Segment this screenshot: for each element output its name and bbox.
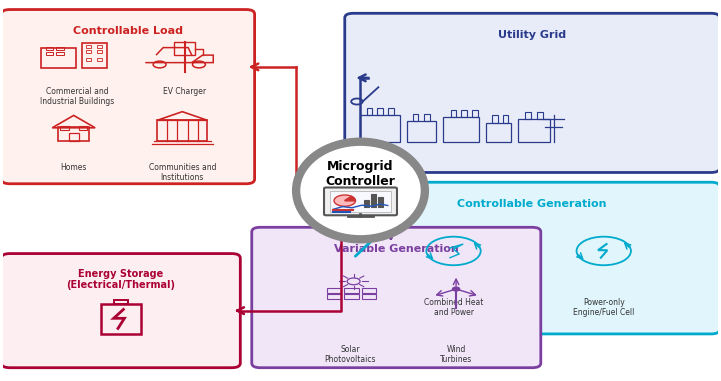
- Bar: [41, 48, 76, 68]
- Bar: [86, 50, 92, 53]
- FancyBboxPatch shape: [345, 182, 720, 334]
- Bar: [327, 288, 342, 293]
- Wedge shape: [334, 195, 355, 206]
- Bar: [361, 295, 376, 299]
- Bar: [56, 52, 63, 55]
- Bar: [345, 295, 358, 299]
- Bar: [97, 45, 102, 48]
- Bar: [412, 114, 418, 121]
- Bar: [537, 112, 543, 119]
- Bar: [45, 52, 53, 55]
- Bar: [60, 126, 68, 130]
- Bar: [97, 50, 102, 53]
- Bar: [86, 45, 92, 48]
- Text: Commercial and
Industrial Buildings: Commercial and Industrial Buildings: [40, 87, 115, 106]
- Bar: [345, 288, 358, 293]
- Bar: [503, 115, 508, 123]
- Bar: [58, 126, 89, 141]
- Text: Wind
Turbines: Wind Turbines: [440, 345, 472, 364]
- Bar: [443, 117, 479, 142]
- Bar: [360, 115, 400, 142]
- Bar: [366, 108, 372, 115]
- Bar: [157, 120, 208, 141]
- FancyBboxPatch shape: [1, 10, 255, 184]
- Bar: [114, 299, 128, 304]
- Bar: [492, 115, 497, 123]
- Text: Homes: Homes: [61, 163, 87, 172]
- Bar: [330, 191, 391, 212]
- Bar: [379, 197, 384, 207]
- Bar: [407, 121, 435, 142]
- Bar: [388, 108, 394, 115]
- Bar: [86, 58, 92, 61]
- Bar: [377, 108, 383, 115]
- Ellipse shape: [296, 142, 425, 239]
- Circle shape: [453, 287, 460, 291]
- Bar: [97, 58, 102, 61]
- Bar: [364, 200, 369, 207]
- Bar: [56, 47, 63, 50]
- Bar: [451, 110, 456, 117]
- Bar: [327, 295, 342, 299]
- Text: Controllable Load: Controllable Load: [73, 26, 183, 37]
- Bar: [361, 288, 376, 293]
- Text: Combined Heat
and Power: Combined Heat and Power: [424, 298, 483, 317]
- Text: Utility Grid: Utility Grid: [498, 30, 566, 40]
- Bar: [82, 43, 107, 68]
- Bar: [486, 123, 510, 142]
- Bar: [79, 126, 87, 130]
- FancyBboxPatch shape: [252, 227, 541, 368]
- Bar: [424, 114, 430, 121]
- Bar: [518, 119, 550, 142]
- Bar: [101, 304, 141, 334]
- Bar: [45, 47, 53, 50]
- Bar: [461, 110, 467, 117]
- FancyBboxPatch shape: [345, 13, 720, 173]
- FancyBboxPatch shape: [324, 187, 397, 215]
- Text: Controllable Generation: Controllable Generation: [457, 199, 607, 209]
- Text: Communities and
Institutions: Communities and Institutions: [149, 163, 216, 182]
- Bar: [472, 110, 478, 117]
- FancyBboxPatch shape: [1, 254, 240, 368]
- Bar: [371, 194, 376, 207]
- Bar: [68, 133, 79, 141]
- Bar: [526, 112, 531, 119]
- Text: EV Charger: EV Charger: [163, 87, 206, 96]
- Text: Energy Storage
(Electrical/Thermal): Energy Storage (Electrical/Thermal): [66, 269, 175, 290]
- Text: Solar
Photovoltaics: Solar Photovoltaics: [324, 345, 376, 364]
- Text: Power-only
Engine/Fuel Cell: Power-only Engine/Fuel Cell: [573, 298, 634, 317]
- Wedge shape: [345, 196, 355, 201]
- Text: Variable Generation: Variable Generation: [334, 244, 459, 254]
- Text: Microgrid
Controller: Microgrid Controller: [326, 160, 395, 187]
- Bar: [174, 42, 195, 55]
